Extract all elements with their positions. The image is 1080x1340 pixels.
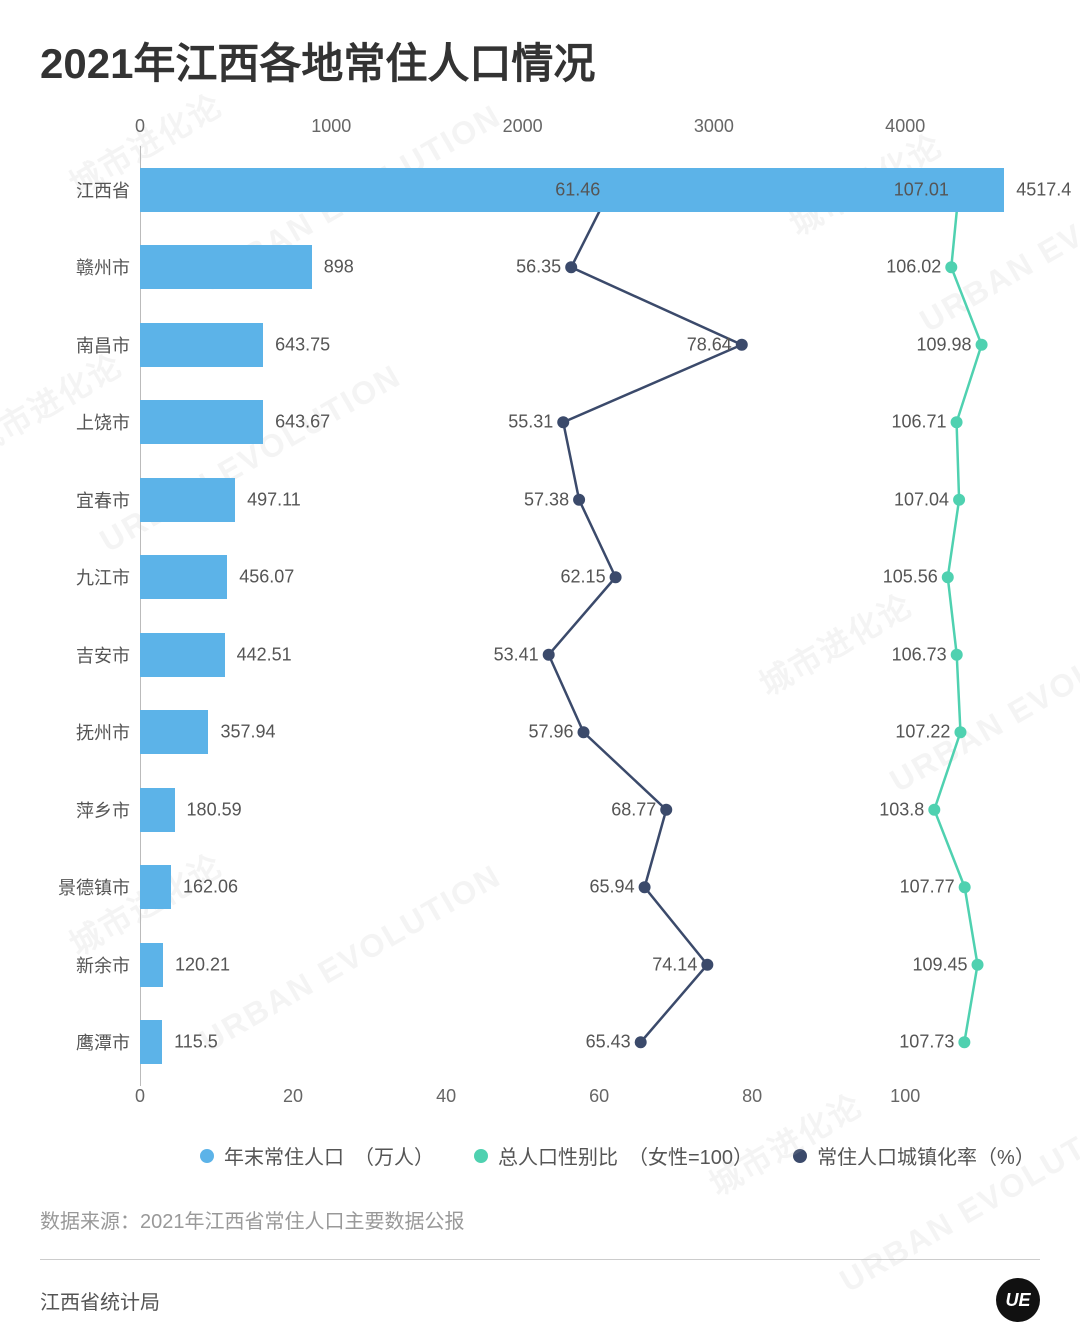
series-value-label: 65.94: [590, 877, 645, 898]
series-value-label: 106.02: [886, 257, 951, 278]
line-layer: [140, 151, 1020, 1081]
series-value-label: 68.77: [611, 799, 666, 820]
series-value-label: 62.15: [561, 567, 616, 588]
legend-dot-icon: [200, 1149, 214, 1163]
bar-value-label: 456.07: [239, 567, 294, 588]
category-label: 新余市: [40, 952, 130, 978]
category-label: 抚州市: [40, 719, 130, 745]
bottom-x-axis: 020406080100: [140, 1086, 1020, 1116]
series-value-label: 106.71: [892, 412, 957, 433]
bar: [140, 943, 163, 987]
series-value-label: 106.73: [892, 644, 957, 665]
series-value-label: 61.46: [555, 179, 610, 200]
category-label: 赣州市: [40, 254, 130, 280]
axis-tick: 100: [890, 1086, 920, 1107]
series-value-label: 109.45: [912, 954, 977, 975]
bar-value-label: 643.75: [275, 334, 330, 355]
axis-tick: 80: [742, 1086, 762, 1107]
bar-value-label: 162.06: [183, 877, 238, 898]
bar: [140, 245, 312, 289]
legend-label: 总人口性别比 （女性=100）: [498, 1141, 753, 1170]
axis-tick: 20: [283, 1086, 303, 1107]
axis-tick: 0: [135, 1086, 145, 1107]
legend-dot-icon: [793, 1149, 807, 1163]
series-line: [934, 190, 981, 1043]
series-value-label: 78.64: [687, 334, 742, 355]
category-label: 宜春市: [40, 487, 130, 513]
axis-tick: 0: [135, 116, 145, 137]
chart-title: 2021年江西各地常住人口情况: [0, 0, 1080, 111]
category-label: 九江市: [40, 564, 130, 590]
bar-value-label: 4517.4: [1016, 179, 1071, 200]
legend-label: 年末常住人口 （万人）: [224, 1141, 434, 1170]
series-value-label: 56.35: [516, 257, 571, 278]
bar-value-label: 180.59: [187, 799, 242, 820]
bar: [140, 323, 263, 367]
bar-value-label: 442.51: [237, 644, 292, 665]
series-value-label: 74.14: [652, 954, 707, 975]
series-value-label: 107.73: [899, 1032, 964, 1053]
bar: [140, 865, 171, 909]
axis-tick: 1000: [311, 116, 351, 137]
series-value-label: 103.8: [879, 799, 934, 820]
ue-logo-icon: UE: [996, 1278, 1040, 1322]
category-label: 鹰潭市: [40, 1029, 130, 1055]
bar-value-label: 115.5: [174, 1032, 218, 1053]
plot-area: 江西省4517.4赣州市898南昌市643.75上饶市643.67宜春市497.…: [140, 151, 1020, 1081]
legend-item-urbanization: 常住人口城镇化率（%）: [793, 1141, 1035, 1170]
chart-area: 01000200030004000 江西省4517.4赣州市898南昌市643.…: [40, 111, 1040, 1131]
category-label: 萍乡市: [40, 797, 130, 823]
bar: [140, 710, 208, 754]
axis-tick: 40: [436, 1086, 456, 1107]
category-label: 景德镇市: [40, 874, 130, 900]
series-value-label: 57.38: [524, 489, 579, 510]
axis-tick: 4000: [885, 116, 925, 137]
series-value-label: 53.41: [494, 644, 549, 665]
bar: [140, 555, 227, 599]
bar: [140, 633, 225, 677]
category-label: 上饶市: [40, 409, 130, 435]
category-label: 江西省: [40, 177, 130, 203]
legend: 年末常住人口 （万人） 总人口性别比 （女性=100） 常住人口城镇化率（%）: [0, 1131, 1080, 1190]
bar-value-label: 497.11: [247, 489, 301, 510]
bar: [140, 788, 175, 832]
axis-tick: 3000: [694, 116, 734, 137]
series-value-label: 107.01: [894, 179, 959, 200]
category-label: 吉安市: [40, 642, 130, 668]
series-value-label: 107.77: [900, 877, 965, 898]
bar-value-label: 643.67: [275, 412, 330, 433]
series-value-label: 105.56: [883, 567, 948, 588]
footer-label: 江西省统计局: [40, 1286, 160, 1315]
bar-value-label: 120.21: [175, 954, 230, 975]
series-value-label: 107.04: [894, 489, 959, 510]
legend-label: 常住人口城镇化率（%）: [817, 1141, 1035, 1170]
legend-dot-icon: [474, 1149, 488, 1163]
bar-value-label: 898: [324, 257, 354, 278]
axis-tick: 2000: [503, 116, 543, 137]
series-value-label: 107.22: [895, 722, 960, 743]
axis-tick: 60: [589, 1086, 609, 1107]
series-value-label: 109.98: [917, 334, 982, 355]
series-value-label: 57.96: [528, 722, 583, 743]
bar: [140, 478, 235, 522]
bar-value-label: 357.94: [220, 722, 275, 743]
series-value-label: 65.43: [586, 1032, 641, 1053]
legend-item-population: 年末常住人口 （万人）: [200, 1141, 434, 1170]
top-x-axis: 01000200030004000: [140, 116, 1020, 146]
footer: 江西省统计局 UE: [40, 1259, 1040, 1340]
data-source: 数据来源：2021年江西省常住人口主要数据公报: [0, 1190, 1080, 1249]
legend-item-sex-ratio: 总人口性别比 （女性=100）: [474, 1141, 753, 1170]
bar: [140, 400, 263, 444]
category-label: 南昌市: [40, 332, 130, 358]
bar: [140, 1020, 162, 1064]
series-value-label: 55.31: [508, 412, 563, 433]
series-line: [549, 190, 742, 1043]
